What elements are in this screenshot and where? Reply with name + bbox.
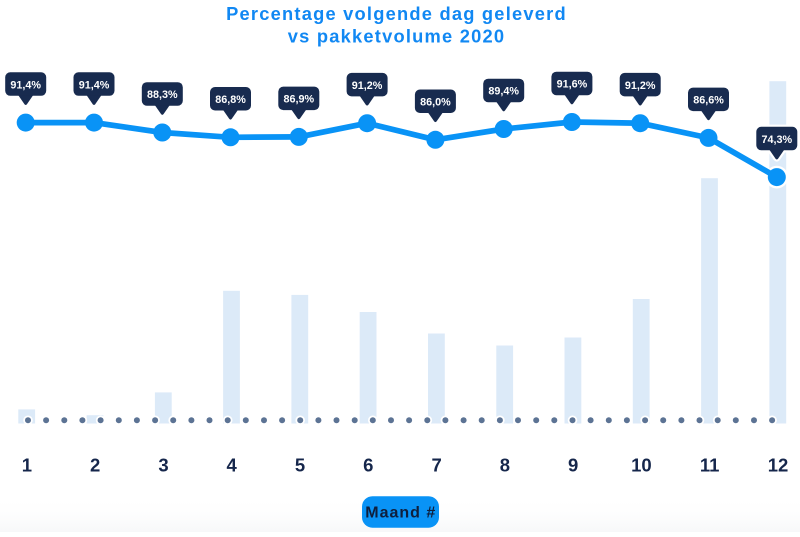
- svg-text:vs pakketvolume 2020: vs pakketvolume 2020: [288, 26, 506, 47]
- svg-text:91,4%: 91,4%: [10, 79, 41, 91]
- svg-text:86,0%: 86,0%: [420, 97, 451, 109]
- svg-text:12: 12: [768, 454, 789, 475]
- svg-text:86,6%: 86,6%: [693, 95, 724, 107]
- svg-text:2: 2: [90, 454, 100, 475]
- svg-text:10: 10: [631, 454, 652, 475]
- svg-text:1: 1: [22, 454, 32, 475]
- svg-text:7: 7: [431, 454, 441, 475]
- svg-text:91,4%: 91,4%: [79, 79, 110, 91]
- svg-text:11: 11: [700, 454, 720, 475]
- svg-text:9: 9: [568, 454, 578, 475]
- svg-text:91,2%: 91,2%: [352, 80, 383, 92]
- svg-text:86,9%: 86,9%: [283, 94, 314, 106]
- svg-text:6: 6: [363, 454, 373, 475]
- svg-text:91,6%: 91,6%: [557, 79, 588, 91]
- svg-text:89,4%: 89,4%: [488, 86, 519, 98]
- svg-text:91,2%: 91,2%: [625, 80, 656, 92]
- svg-text:8: 8: [500, 454, 510, 475]
- svg-text:Percentage volgende dag geleve: Percentage volgende dag geleverd: [226, 3, 567, 24]
- svg-text:88,3%: 88,3%: [147, 89, 178, 101]
- svg-text:86,8%: 86,8%: [215, 94, 246, 106]
- svg-text:4: 4: [227, 454, 238, 475]
- svg-text:Maand #: Maand #: [365, 504, 436, 521]
- svg-text:5: 5: [295, 454, 305, 475]
- svg-text:3: 3: [158, 454, 168, 475]
- svg-text:74,3%: 74,3%: [761, 134, 792, 146]
